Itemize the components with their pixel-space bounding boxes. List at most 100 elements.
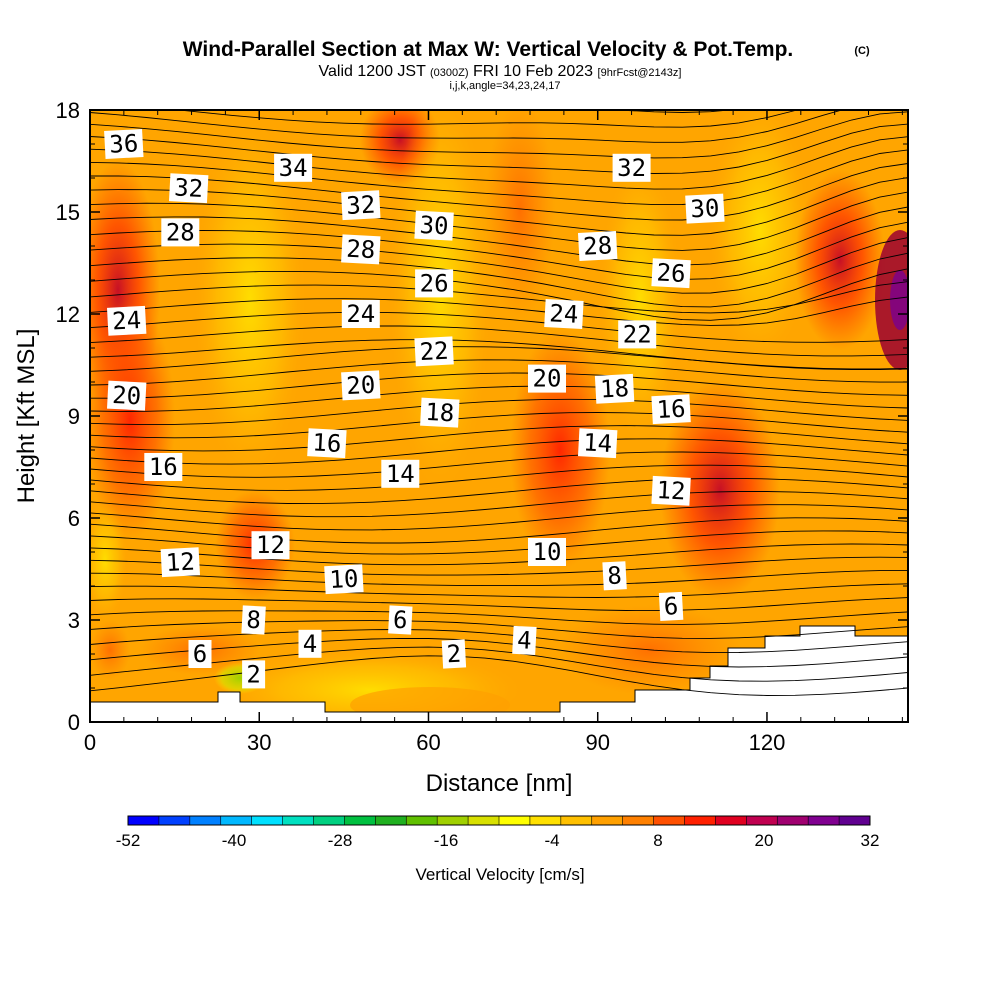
contour-label: 14 [381, 459, 420, 488]
theta-contour-line [90, 451, 908, 478]
theta-contour-line [90, 637, 908, 668]
contour-label-box [106, 380, 147, 411]
x-axis-title: Distance [nm] [426, 770, 573, 797]
colorbar-swatch [158, 816, 191, 825]
theta-contour-line [90, 464, 908, 491]
contour-label-box [528, 364, 566, 393]
contour-label: 26 [415, 269, 454, 298]
contour-label-text: 32 [617, 154, 646, 182]
theta-contour-line [90, 111, 908, 159]
contour-label: 10 [324, 564, 364, 595]
contour-label-text: 34 [279, 154, 308, 182]
title-copyright: (C) [854, 45, 870, 57]
theta-contour-line [90, 123, 908, 174]
contour-label-text: 14 [583, 428, 613, 457]
theta-contour-line [90, 543, 908, 566]
colorbar-swatch [808, 816, 840, 825]
theta-contour-line [90, 163, 908, 221]
colorbar-tick-label: -52 [116, 831, 141, 850]
contour-label: 16 [307, 428, 347, 459]
colorbar-swatch [282, 816, 314, 825]
theta-contour-line [90, 346, 908, 372]
colorbar-swatch [622, 816, 655, 825]
contour-label: 24 [341, 300, 380, 328]
y-tick-label: 15 [56, 200, 80, 225]
theta-contour-line [90, 110, 844, 143]
contour-label: 28 [341, 234, 381, 265]
contour-label-box [106, 305, 147, 336]
x-axis: 0 30 60 90 120 [84, 110, 903, 755]
subtitle-utc: (0300Z) [430, 67, 469, 79]
colorbar-swatch [251, 816, 284, 825]
contour-label: 18 [420, 397, 460, 428]
colorbar-swatch [406, 816, 438, 825]
contour-label-text: 32 [174, 173, 204, 202]
contour-label: 4 [512, 625, 537, 655]
contour-label-box [388, 605, 413, 635]
contour-label-box [612, 153, 651, 182]
theta-contour-line [175, 110, 799, 128]
colorbar-tick-label: 32 [861, 831, 880, 850]
chart-subtitle: Valid 1200 JST (0300Z) FRI 10 Feb 2023 [… [319, 63, 682, 92]
contour-label-box [104, 129, 144, 159]
contour-label-text: 28 [583, 231, 613, 260]
theta-contour-line [90, 206, 908, 266]
contour-label-text: 2 [446, 640, 462, 669]
contour-label-box [160, 547, 201, 578]
theta-contour-line [90, 359, 908, 386]
theta-contour-line [90, 385, 908, 412]
contour-label: 22 [618, 320, 657, 349]
contour-label-text: 24 [549, 299, 579, 328]
theta-contour-line [90, 425, 908, 452]
contour-label-text: 12 [256, 531, 285, 559]
contour-label-box [341, 190, 381, 221]
y-tick-label: 0 [68, 710, 80, 735]
contour-label: 12 [251, 531, 290, 560]
contour-label: 2 [242, 660, 266, 689]
theta-contour-line [90, 281, 908, 314]
contour-label-box [544, 299, 584, 329]
contour-label-box [577, 231, 618, 261]
contour-label-box [420, 397, 460, 428]
contour-label-text: 24 [346, 300, 375, 328]
colorbar-tick-label: 8 [653, 831, 662, 850]
theta-contour-line [90, 517, 908, 544]
theta-contour-line [90, 491, 908, 518]
contour-label-text: 10 [329, 564, 359, 593]
theta-contour-line [90, 325, 908, 357]
contour-label-box [618, 320, 657, 349]
theta-contours [90, 110, 908, 696]
contour-label-box [298, 629, 322, 658]
theta-contour-line [90, 504, 908, 531]
subtitle-forecast: [9hrFcst@2143z] [598, 67, 682, 79]
colorbar-swatch [715, 816, 747, 825]
theta-contour-line [90, 311, 908, 343]
contour-label: 32 [341, 190, 381, 221]
contour-label: 2 [441, 639, 467, 669]
contour-label-text: 16 [149, 453, 178, 481]
x-tick-label: 0 [84, 730, 96, 755]
contour-label-text: 26 [656, 258, 686, 287]
theta-contour-line [90, 372, 908, 399]
contour-label-box [658, 591, 684, 621]
subtitle-date: FRI 10 Feb 2023 [473, 63, 593, 80]
theta-contour-line [90, 438, 908, 465]
contour-label-text: 12 [165, 547, 195, 576]
contour-label-text: 8 [246, 606, 262, 635]
colorbar-swatch [529, 816, 562, 825]
theta-contour-line [90, 191, 908, 251]
theta-contour-line [90, 177, 908, 236]
contour-label: 6 [388, 605, 413, 635]
contour-label-box [242, 660, 266, 689]
colorbar-tick-label: -40 [222, 831, 247, 850]
theta-contour-line [90, 296, 908, 326]
contour-label-box [651, 475, 691, 506]
contour-label: 30 [685, 193, 725, 224]
contour-label-box [577, 428, 618, 459]
contour-label: 6 [658, 591, 684, 621]
colorbar-swatch [313, 816, 345, 825]
colorbar-title: Vertical Velocity [cm/s] [415, 865, 584, 884]
contour-label-text: 16 [656, 394, 686, 423]
